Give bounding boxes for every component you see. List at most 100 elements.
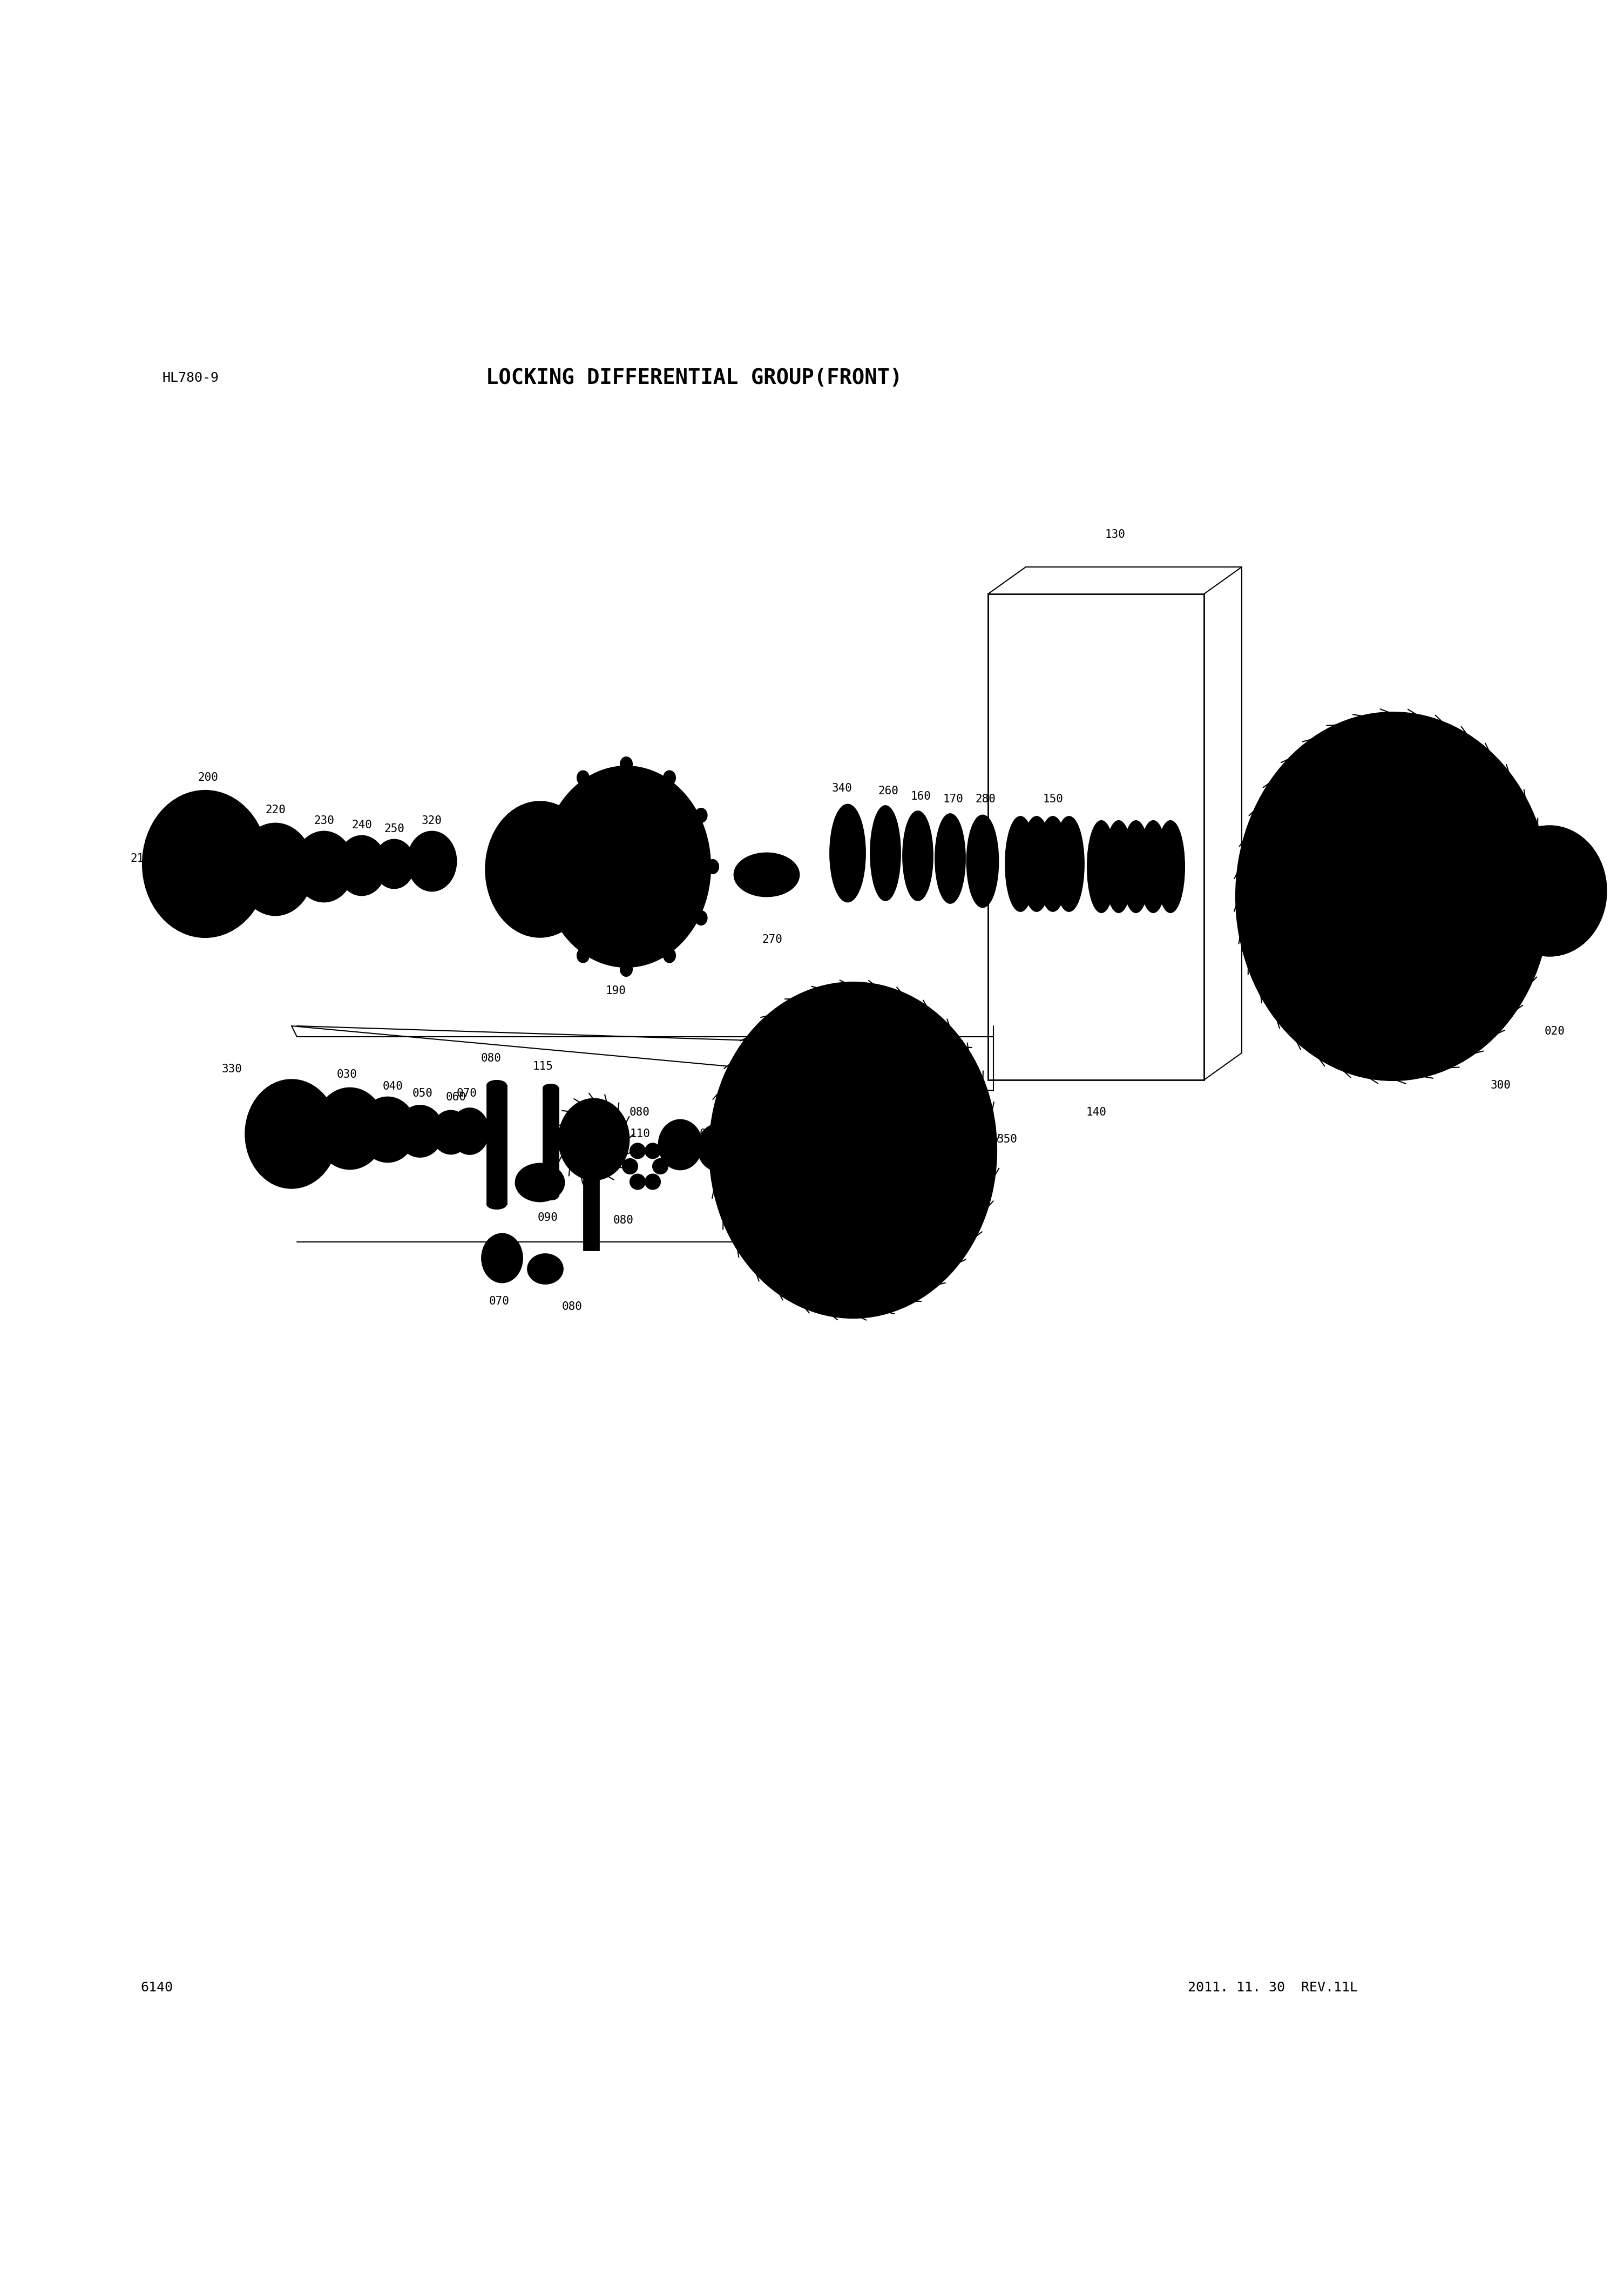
Ellipse shape: [1356, 772, 1366, 783]
Ellipse shape: [542, 767, 710, 966]
Ellipse shape: [179, 831, 232, 895]
Ellipse shape: [937, 1182, 947, 1193]
Ellipse shape: [921, 1074, 929, 1085]
Text: 070: 070: [456, 1088, 477, 1099]
Ellipse shape: [1338, 831, 1447, 962]
Ellipse shape: [944, 838, 957, 879]
Ellipse shape: [706, 859, 718, 875]
Ellipse shape: [1421, 1010, 1431, 1019]
Text: 090: 090: [538, 1211, 559, 1223]
Ellipse shape: [1302, 818, 1312, 829]
Ellipse shape: [542, 1193, 559, 1200]
Ellipse shape: [1104, 820, 1132, 911]
Ellipse shape: [1031, 843, 1043, 886]
Text: 080: 080: [481, 1053, 502, 1065]
Ellipse shape: [976, 840, 989, 884]
Ellipse shape: [577, 948, 590, 962]
Ellipse shape: [896, 1051, 905, 1060]
Ellipse shape: [515, 1163, 564, 1202]
Text: LOCKING DIFFERENTIAL GROUP(FRONT): LOCKING DIFFERENTIAL GROUP(FRONT): [486, 369, 903, 389]
Text: 050: 050: [412, 1088, 434, 1099]
Ellipse shape: [671, 1134, 690, 1156]
Text: 030: 030: [336, 1069, 357, 1081]
Ellipse shape: [966, 815, 999, 907]
Text: 040: 040: [383, 1081, 403, 1092]
Text: 130: 130: [1104, 529, 1125, 540]
Circle shape: [653, 1159, 667, 1175]
Ellipse shape: [408, 831, 456, 891]
Ellipse shape: [1164, 845, 1176, 889]
Text: 340: 340: [831, 783, 853, 795]
Ellipse shape: [664, 772, 676, 785]
Ellipse shape: [937, 1108, 947, 1118]
Ellipse shape: [1156, 820, 1184, 911]
Ellipse shape: [237, 824, 313, 916]
Ellipse shape: [1064, 843, 1075, 886]
Text: 060: 060: [700, 1129, 719, 1140]
Ellipse shape: [745, 1024, 961, 1278]
Ellipse shape: [1038, 818, 1067, 911]
Text: 115: 115: [533, 1060, 552, 1072]
Ellipse shape: [270, 1108, 313, 1159]
Ellipse shape: [734, 854, 799, 895]
Ellipse shape: [487, 1081, 507, 1090]
Ellipse shape: [833, 1037, 841, 1047]
Ellipse shape: [577, 772, 590, 785]
Ellipse shape: [542, 1083, 559, 1092]
Ellipse shape: [620, 758, 632, 772]
Text: 280: 280: [974, 795, 996, 804]
Ellipse shape: [710, 1138, 728, 1159]
Ellipse shape: [580, 1122, 609, 1156]
Text: 060: 060: [447, 1092, 466, 1101]
Ellipse shape: [526, 1172, 554, 1193]
Ellipse shape: [763, 1047, 942, 1255]
Ellipse shape: [451, 1108, 489, 1154]
Ellipse shape: [294, 831, 354, 902]
Ellipse shape: [802, 1051, 810, 1060]
Ellipse shape: [538, 1262, 552, 1276]
Ellipse shape: [398, 1106, 443, 1156]
Ellipse shape: [695, 911, 706, 925]
Text: 180: 180: [594, 785, 615, 797]
Ellipse shape: [760, 1108, 768, 1118]
Ellipse shape: [421, 847, 443, 875]
Ellipse shape: [487, 1200, 507, 1209]
Ellipse shape: [1015, 843, 1026, 886]
Text: 080: 080: [630, 1106, 650, 1118]
Ellipse shape: [870, 806, 900, 900]
Ellipse shape: [546, 808, 557, 822]
Ellipse shape: [583, 1166, 599, 1172]
Ellipse shape: [1283, 891, 1293, 902]
Ellipse shape: [880, 831, 892, 875]
Ellipse shape: [903, 811, 932, 900]
Circle shape: [622, 1159, 638, 1175]
Ellipse shape: [1450, 992, 1460, 1003]
Ellipse shape: [1236, 712, 1549, 1081]
Ellipse shape: [1288, 930, 1298, 941]
Ellipse shape: [1275, 756, 1512, 1037]
Ellipse shape: [432, 1111, 469, 1154]
Text: 190: 190: [606, 985, 625, 996]
Ellipse shape: [752, 866, 781, 884]
Ellipse shape: [1302, 964, 1312, 976]
Ellipse shape: [359, 1097, 416, 1161]
Ellipse shape: [620, 962, 632, 976]
Ellipse shape: [1047, 843, 1059, 886]
Ellipse shape: [559, 1099, 628, 1179]
Ellipse shape: [1327, 992, 1337, 1003]
Ellipse shape: [1356, 1010, 1366, 1019]
Text: 150: 150: [1043, 795, 1064, 804]
Ellipse shape: [1096, 845, 1108, 889]
Text: 210: 210: [130, 854, 151, 863]
Ellipse shape: [1130, 845, 1142, 889]
Text: 230: 230: [313, 815, 335, 827]
Ellipse shape: [802, 1239, 810, 1250]
Ellipse shape: [335, 1111, 365, 1147]
Bar: [987, 593, 1203, 1081]
Ellipse shape: [1421, 772, 1431, 783]
Ellipse shape: [1296, 783, 1491, 1010]
Ellipse shape: [833, 1253, 841, 1264]
Ellipse shape: [1473, 818, 1483, 829]
Circle shape: [645, 1143, 661, 1159]
Ellipse shape: [258, 847, 292, 891]
